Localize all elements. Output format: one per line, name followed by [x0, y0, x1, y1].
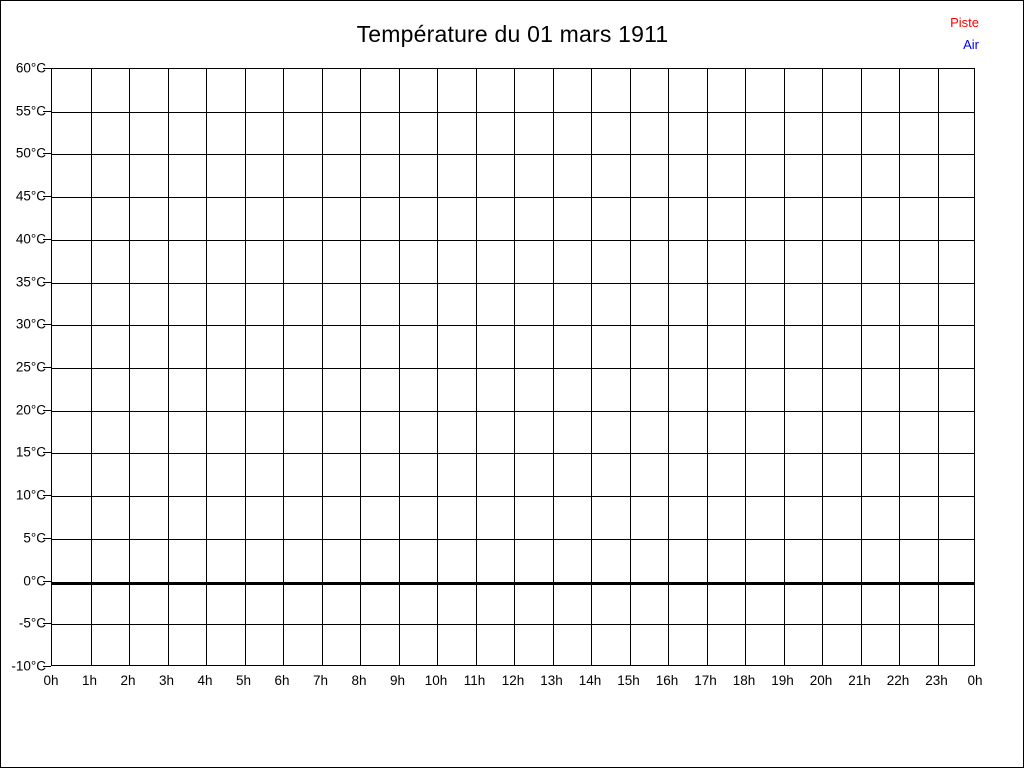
y-axis-tick-label: -5°C	[18, 615, 46, 631]
chart-legend: Piste Air	[950, 12, 979, 56]
gridline-vertical	[398, 69, 400, 665]
y-axis-tick-label: 55°C	[15, 103, 46, 119]
y-axis-tick-label: -10°C	[11, 658, 46, 674]
x-axis-tick-label: 16h	[655, 673, 679, 688]
x-axis-tick-label: 14h	[578, 673, 602, 688]
gridline-vertical	[129, 69, 130, 665]
tick-mark-y	[43, 68, 51, 69]
gridline-horizontal	[52, 368, 974, 369]
data-series-layer	[52, 69, 974, 665]
gridline-vertical	[167, 69, 169, 665]
tick-mark-y	[43, 409, 51, 411]
x-axis-tick-label: 6h	[274, 673, 290, 688]
gridline-vertical	[90, 69, 92, 665]
legend-item-piste[interactable]: Piste	[950, 15, 979, 30]
gridline-horizontal	[52, 111, 974, 113]
x-axis-tick-label: 1h	[81, 673, 98, 688]
gridline-vertical	[283, 69, 284, 665]
x-axis-tick-label: 22h	[886, 673, 910, 688]
y-axis-tick-label: 35°C	[15, 274, 46, 290]
gridline-horizontal	[52, 197, 974, 199]
tick-mark-y	[43, 367, 51, 368]
tick-mark-y	[43, 324, 51, 326]
x-axis-tick-label: 10h	[424, 673, 448, 688]
gridline-vertical	[514, 69, 515, 665]
y-axis-tick-label: 30°C	[15, 316, 46, 332]
x-axis-tick-label: 19h	[771, 673, 794, 688]
gridline-vertical	[360, 69, 361, 665]
gridline-vertical	[783, 69, 785, 665]
gridline-vertical	[437, 69, 438, 665]
zero-degree-line	[52, 581, 974, 585]
gridline-horizontal	[52, 410, 974, 412]
tick-mark-y	[43, 666, 51, 667]
gridline-horizontal	[52, 496, 974, 498]
gridline-vertical	[552, 69, 554, 665]
x-axis-tick-label: 13h	[540, 673, 563, 688]
y-axis-tick-label: 15°C	[15, 444, 46, 460]
gridline-vertical	[591, 69, 592, 665]
gridline-vertical	[244, 69, 246, 665]
gridline-vertical	[629, 69, 631, 665]
x-axis-tick-label: 8h	[351, 673, 367, 688]
gridline-vertical	[822, 69, 823, 665]
gridline-vertical	[206, 69, 207, 665]
y-axis-tick-label: 5°C	[23, 530, 46, 546]
x-axis-tick-label: 11h	[463, 673, 486, 688]
gridline-horizontal	[52, 325, 974, 327]
tick-mark-y	[43, 580, 51, 582]
x-axis-tick-label: 15h	[617, 673, 640, 688]
gridline-horizontal	[52, 538, 974, 540]
y-axis-tick-label: 0°C	[23, 573, 46, 589]
legend-item-air[interactable]: Air	[963, 37, 979, 52]
gridline-vertical	[706, 69, 708, 665]
x-axis-tick-label: 0h	[967, 673, 983, 688]
gridline-horizontal	[52, 239, 974, 241]
tick-mark-y	[43, 281, 51, 283]
gridline-horizontal	[52, 453, 974, 455]
y-axis-tick-label: 40°C	[15, 231, 46, 247]
gridline-vertical	[475, 69, 477, 665]
tick-mark-y	[43, 495, 51, 497]
tick-mark-y	[43, 196, 51, 198]
x-axis-tick-label: 2h	[120, 673, 136, 688]
x-axis-tick-label: 0h	[43, 673, 59, 688]
y-axis-tick-label: 20°C	[15, 402, 46, 418]
x-axis-tick-label: 4h	[197, 673, 213, 688]
plot-area	[51, 68, 975, 666]
gridline-horizontal	[52, 624, 974, 626]
tick-mark-y	[43, 110, 51, 112]
x-axis-tick-label: 18h	[732, 673, 756, 688]
gridline-vertical	[899, 69, 900, 665]
y-axis-tick-label: 45°C	[15, 188, 46, 204]
page-title: Température du 01 mars 1911	[356, 21, 669, 47]
x-axis-tick-label: 5h	[235, 673, 252, 688]
gridline-horizontal	[52, 154, 974, 156]
tick-mark-y	[43, 537, 51, 539]
tick-mark-y	[43, 153, 51, 155]
gridline-vertical	[937, 69, 939, 665]
y-axis-tick-label: 25°C	[15, 359, 46, 375]
tick-mark-y	[43, 238, 51, 240]
tick-mark-y	[43, 452, 51, 454]
x-axis-tick-label: 7h	[312, 673, 329, 688]
gridline-vertical	[745, 69, 746, 665]
gridline-vertical	[860, 69, 862, 665]
x-axis-tick-label: 3h	[158, 673, 175, 688]
gridline-horizontal	[52, 282, 974, 284]
y-axis-tick-label: 60°C	[15, 60, 46, 76]
y-axis: 60°C 55°C 50°C 45°C 40°C 35°C 30°C 25°C 20°C 15°C…	[1, 1, 46, 769]
tick-mark-y	[43, 623, 51, 625]
y-axis-tick-label: 50°C	[15, 145, 46, 161]
x-axis-tick-label: 23h	[925, 673, 948, 688]
x-axis-tick-label: 21h	[848, 673, 871, 688]
x-axis-tick-label: 20h	[809, 673, 833, 688]
gridline-vertical	[668, 69, 669, 665]
x-axis-tick-label: 9h	[389, 673, 406, 688]
x-axis-tick-label: 17h	[694, 673, 717, 688]
x-axis-tick-label: 12h	[501, 673, 525, 688]
gridline-vertical	[321, 69, 323, 665]
y-axis-tick-label: 10°C	[15, 487, 46, 503]
